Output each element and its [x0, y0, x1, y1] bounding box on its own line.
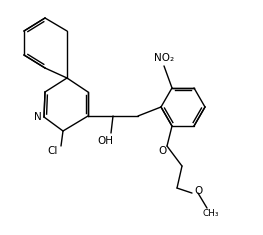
Text: OH: OH: [97, 136, 113, 146]
Text: N: N: [34, 112, 42, 122]
Text: NO₂: NO₂: [154, 53, 174, 63]
Text: CH₃: CH₃: [203, 208, 219, 218]
Text: O: O: [194, 186, 202, 196]
Text: O: O: [158, 146, 166, 156]
Text: Cl: Cl: [48, 146, 58, 156]
